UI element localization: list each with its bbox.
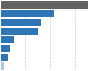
Bar	[0, 45, 10, 52]
Bar	[0, 19, 41, 26]
Bar	[0, 62, 4, 70]
Bar	[0, 36, 14, 43]
Bar	[0, 28, 38, 35]
Bar	[0, 1, 88, 9]
Bar	[0, 54, 8, 61]
Bar	[0, 10, 54, 17]
